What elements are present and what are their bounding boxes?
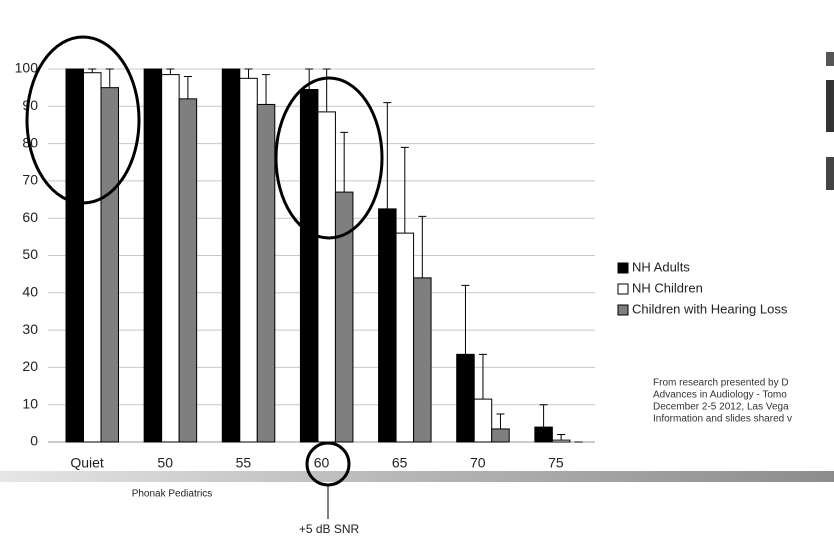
error-bar: [340, 131, 349, 193]
bar: [299, 89, 319, 443]
error-bar: [400, 146, 409, 234]
footer: Phonak Pediatrics: [132, 489, 213, 500]
source-note: Advances in Audiology - Tomo: [653, 390, 787, 401]
error-bar: [539, 404, 548, 428]
error-bar: [305, 68, 314, 90]
bar: [143, 68, 163, 443]
x-tick-label: 50: [157, 455, 173, 471]
legend-swatch: [617, 262, 629, 274]
y-tick-label: 70: [22, 172, 38, 188]
error-bar: [383, 102, 392, 209]
bar: [256, 103, 276, 443]
error-bar: [322, 68, 331, 112]
y-tick-label: 40: [22, 284, 38, 300]
source-note: From research presented by D: [653, 378, 789, 389]
error-bar: [183, 75, 192, 99]
legend-label: NH Children: [632, 280, 703, 295]
error-bar: [166, 68, 175, 75]
legend-label: NH Adults: [632, 259, 690, 274]
error-bar: [105, 68, 114, 88]
x-tick-label: 75: [548, 455, 564, 471]
error-bar: [461, 284, 470, 355]
x-tick-label: 60: [314, 455, 330, 471]
bar: [65, 68, 84, 443]
y-tick-label: 90: [22, 97, 38, 113]
bar: [413, 277, 432, 443]
bar: [239, 77, 258, 443]
y-tick-label: 60: [22, 209, 38, 225]
x-tick-label: 65: [392, 455, 408, 471]
error-bar: [478, 353, 487, 400]
snr-label: +5 dB SNR: [299, 522, 360, 536]
photo-fragment: [826, 157, 834, 190]
error-bar: [418, 215, 427, 278]
bar: [491, 428, 510, 443]
photo-fragment: [826, 80, 834, 132]
legend-swatch: [617, 304, 629, 316]
bar: [334, 191, 354, 443]
x-tick-label: 55: [236, 455, 252, 471]
legend-swatch: [617, 283, 629, 295]
error-bar: [496, 413, 505, 429]
x-tick-label: Quiet: [70, 455, 104, 471]
highlight-ellipse: [274, 76, 384, 240]
y-tick-label: 10: [22, 395, 38, 411]
bar: [221, 68, 241, 443]
bar: [473, 398, 493, 443]
error-bar: [88, 68, 97, 73]
bar: [100, 87, 119, 443]
y-tick-label: 100: [15, 60, 39, 76]
bar: [551, 439, 571, 443]
source-note: Information and slides shared v: [653, 414, 792, 425]
y-tick-label: 50: [22, 246, 38, 262]
y-tick-label: 20: [22, 358, 38, 374]
photo-fragment: [826, 52, 834, 66]
bar: [161, 74, 180, 443]
highlight-ellipse: [25, 35, 141, 205]
bar: [456, 353, 475, 443]
bar: [178, 98, 198, 443]
divider-band: [0, 471, 834, 482]
error-bar: [262, 74, 271, 105]
y-tick-label: 30: [22, 321, 38, 337]
bar: [83, 72, 102, 443]
source-note: December 2-5 2012, Las Vega: [653, 402, 789, 413]
bar: [378, 208, 397, 443]
y-tick-label: 0: [30, 433, 38, 449]
bar: [317, 111, 336, 443]
error-bar: [244, 68, 253, 79]
legend-label: Children with Hearing Loss: [632, 301, 788, 316]
x-tick-label: 70: [470, 455, 486, 471]
bar: [534, 426, 553, 443]
bar: [395, 232, 415, 443]
error-bar: [557, 434, 566, 441]
